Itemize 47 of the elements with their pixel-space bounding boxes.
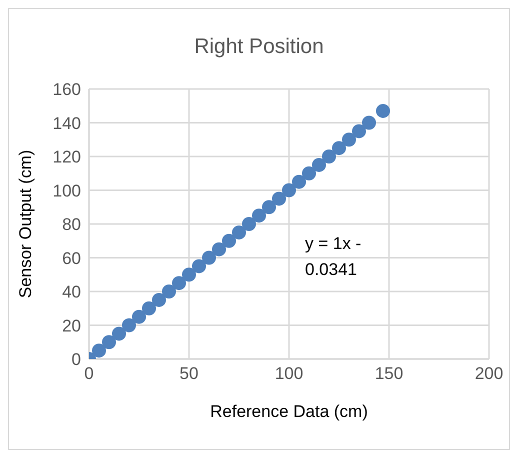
point — [282, 183, 296, 198]
point — [122, 318, 136, 332]
y-tick-label: 80 — [62, 215, 81, 234]
x-tick-label: 50 — [180, 364, 198, 384]
point — [142, 301, 156, 316]
point — [232, 225, 246, 240]
point — [152, 292, 166, 307]
point — [292, 174, 306, 189]
point — [162, 284, 176, 298]
point — [332, 141, 346, 156]
point — [352, 124, 366, 138]
point — [252, 208, 266, 223]
point — [92, 344, 106, 358]
point — [362, 116, 376, 130]
point — [102, 335, 116, 350]
y-tick-label: 0 — [72, 350, 81, 370]
point — [112, 326, 126, 341]
y-tick-label: 100 — [52, 181, 81, 200]
point — [322, 150, 336, 164]
annotation: y = 1x - 0.0341 — [305, 233, 362, 281]
y-tick-label: 60 — [62, 248, 81, 268]
y-tick-label: 160 — [52, 80, 81, 100]
point — [222, 234, 236, 248]
point — [192, 259, 206, 274]
y-tick-label: 120 — [52, 148, 81, 167]
point — [376, 104, 390, 118]
point — [302, 166, 316, 180]
y-axis-title: Sensor Output (cm) — [16, 150, 36, 298]
y-tick-label: 40 — [62, 282, 81, 302]
point — [272, 192, 286, 206]
y-tick-label: 20 — [62, 316, 81, 336]
point — [242, 217, 256, 231]
chart-title: Right Position — [193, 35, 325, 59]
point — [202, 250, 216, 265]
point — [182, 268, 196, 282]
point — [172, 276, 186, 290]
point — [262, 200, 276, 214]
y-tick-label: 140 — [52, 114, 81, 133]
point — [342, 132, 356, 147]
x-tick-label: 200 — [474, 364, 504, 384]
x-tick-label: 150 — [374, 364, 404, 384]
point — [212, 242, 226, 256]
point — [312, 158, 326, 172]
point — [132, 310, 146, 324]
x-axis-title: Reference Data (cm) — [210, 402, 368, 421]
x-tick-label: 100 — [274, 364, 304, 384]
x-tick-label: 0 — [84, 364, 94, 384]
